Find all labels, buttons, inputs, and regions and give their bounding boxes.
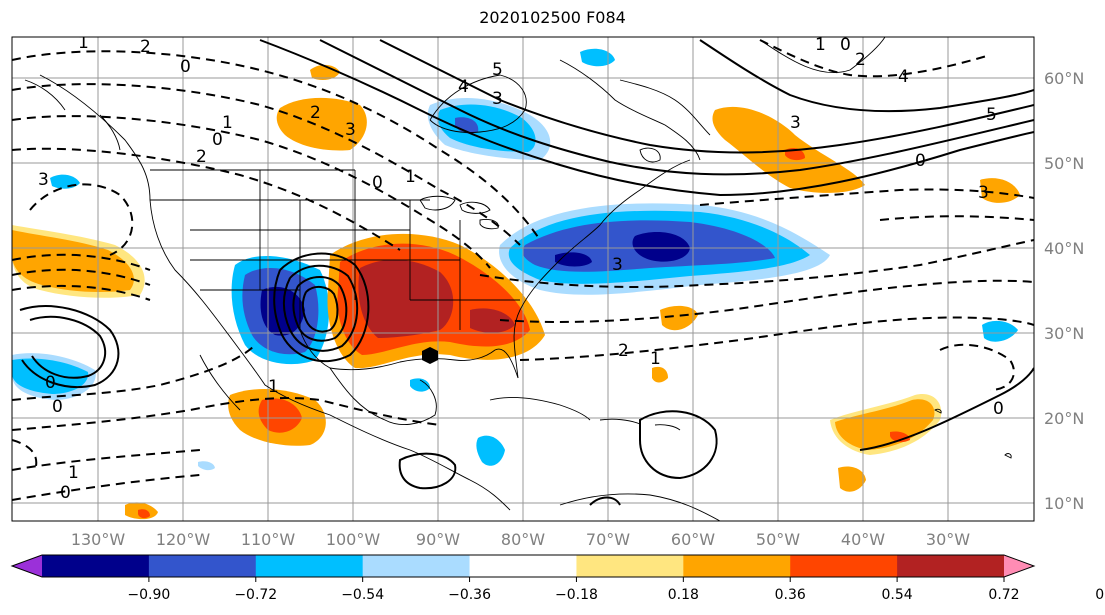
svg-text:1: 1: [405, 167, 416, 187]
svg-text:2: 2: [618, 341, 629, 361]
svg-text:0: 0: [372, 173, 383, 193]
colorbar-bin: [469, 555, 577, 577]
coastlines: [24, 37, 1012, 521]
svg-text:0: 0: [915, 151, 926, 171]
colorbar-bin: [148, 555, 257, 577]
svg-text:2: 2: [140, 37, 151, 57]
svg-text:3: 3: [345, 120, 356, 140]
lat-label: 10°N: [1044, 494, 1084, 513]
svg-text:3: 3: [492, 89, 503, 109]
lon-label: 90°W: [416, 530, 460, 549]
svg-text:2: 2: [196, 147, 207, 167]
lat-label: 20°N: [1044, 409, 1084, 428]
lat-label: 50°N: [1044, 154, 1084, 173]
colorbar-bin: [576, 555, 684, 577]
svg-text:0: 0: [52, 397, 63, 417]
colorbar-tick-label: −0.72: [234, 587, 277, 603]
storm-center-marker: [422, 347, 438, 364]
svg-text:2: 2: [310, 103, 321, 123]
colorbar-tick-label: 0.90: [1095, 587, 1105, 603]
colorbar-bin: [790, 555, 898, 577]
shaded-anomaly-field: [12, 48, 1020, 520]
colorbar: −0.90 −0.72 −0.54 −0.36 −0.18 0.18 0.36 0.54 0.7…: [10, 554, 1105, 603]
lon-label: 100°W: [326, 530, 381, 549]
svg-text:0: 0: [212, 130, 223, 150]
colorbar-bin: [255, 555, 364, 577]
lon-label: 70°W: [586, 530, 630, 549]
svg-text:3: 3: [790, 113, 801, 133]
svg-text:1: 1: [78, 33, 89, 53]
lon-label: 60°W: [671, 530, 715, 549]
lon-label: 120°W: [156, 530, 211, 549]
colorbar-extend-min: [12, 555, 42, 577]
contours-positive: [19, 39, 1034, 506]
colorbar-outline: [10, 554, 1036, 578]
colorbar-extend-max: [1004, 555, 1034, 577]
colorbar-tick-label: −0.90: [127, 587, 170, 603]
lon-label: 50°W: [756, 530, 800, 549]
colorbar-tick-label: 0.72: [988, 587, 1019, 603]
colorbar-bin: [683, 555, 791, 577]
svg-text:4: 4: [898, 67, 909, 87]
map-frame: [11, 36, 1035, 522]
longitude-axis: 130°W 120°W 110°W 100°W 90°W 80°W 70°W 6…: [71, 530, 970, 549]
svg-text:1: 1: [268, 377, 279, 397]
map-title: 2020102500 F084: [479, 8, 626, 27]
svg-text:0: 0: [60, 483, 71, 503]
svg-text:5: 5: [986, 105, 997, 125]
svg-text:1: 1: [68, 463, 79, 483]
svg-text:3: 3: [38, 170, 49, 190]
colorbar-tick-label: 0.18: [668, 587, 699, 603]
svg-text:2: 2: [855, 50, 866, 70]
svg-text:0: 0: [840, 35, 851, 55]
lat-label: 60°N: [1044, 69, 1084, 88]
colorbar-tick-label: 0.36: [775, 587, 806, 603]
svg-text:5: 5: [492, 60, 503, 80]
contour-label-group: 1 2 0 1 0 2 2 3 4 3 5 0 1 3 4 5 3 0 3 3 …: [38, 33, 1004, 503]
colorbar-tick-label: 0.54: [882, 587, 913, 603]
contours-negative: [12, 39, 1034, 501]
lat-label: 40°N: [1044, 239, 1084, 258]
svg-text:0: 0: [45, 373, 56, 393]
lon-label: 30°W: [926, 530, 970, 549]
lon-label: 40°W: [841, 530, 885, 549]
colorbar-tick-label: −0.54: [341, 587, 384, 603]
svg-text:3: 3: [978, 183, 989, 203]
svg-text:1: 1: [650, 349, 661, 369]
lon-label: 110°W: [241, 530, 296, 549]
colorbar-bin: [42, 555, 150, 577]
svg-text:1: 1: [222, 113, 233, 133]
colorbar-bin: [362, 555, 471, 577]
colorbar-bin: [897, 555, 1005, 577]
svg-text:0: 0: [180, 57, 191, 77]
lon-label: 130°W: [71, 530, 126, 549]
svg-text:1: 1: [815, 35, 826, 55]
lon-label: 80°W: [501, 530, 545, 549]
graticule: [12, 37, 1034, 521]
svg-text:4: 4: [458, 77, 469, 97]
colorbar-tick-label: −0.36: [448, 587, 491, 603]
latitude-axis: 60°N 50°N 40°N 30°N 20°N 10°N: [1044, 69, 1084, 513]
svg-text:3: 3: [612, 255, 623, 275]
colorbar-tick-label: −0.18: [555, 587, 598, 603]
lat-label: 30°N: [1044, 324, 1084, 343]
svg-text:0: 0: [993, 399, 1004, 419]
